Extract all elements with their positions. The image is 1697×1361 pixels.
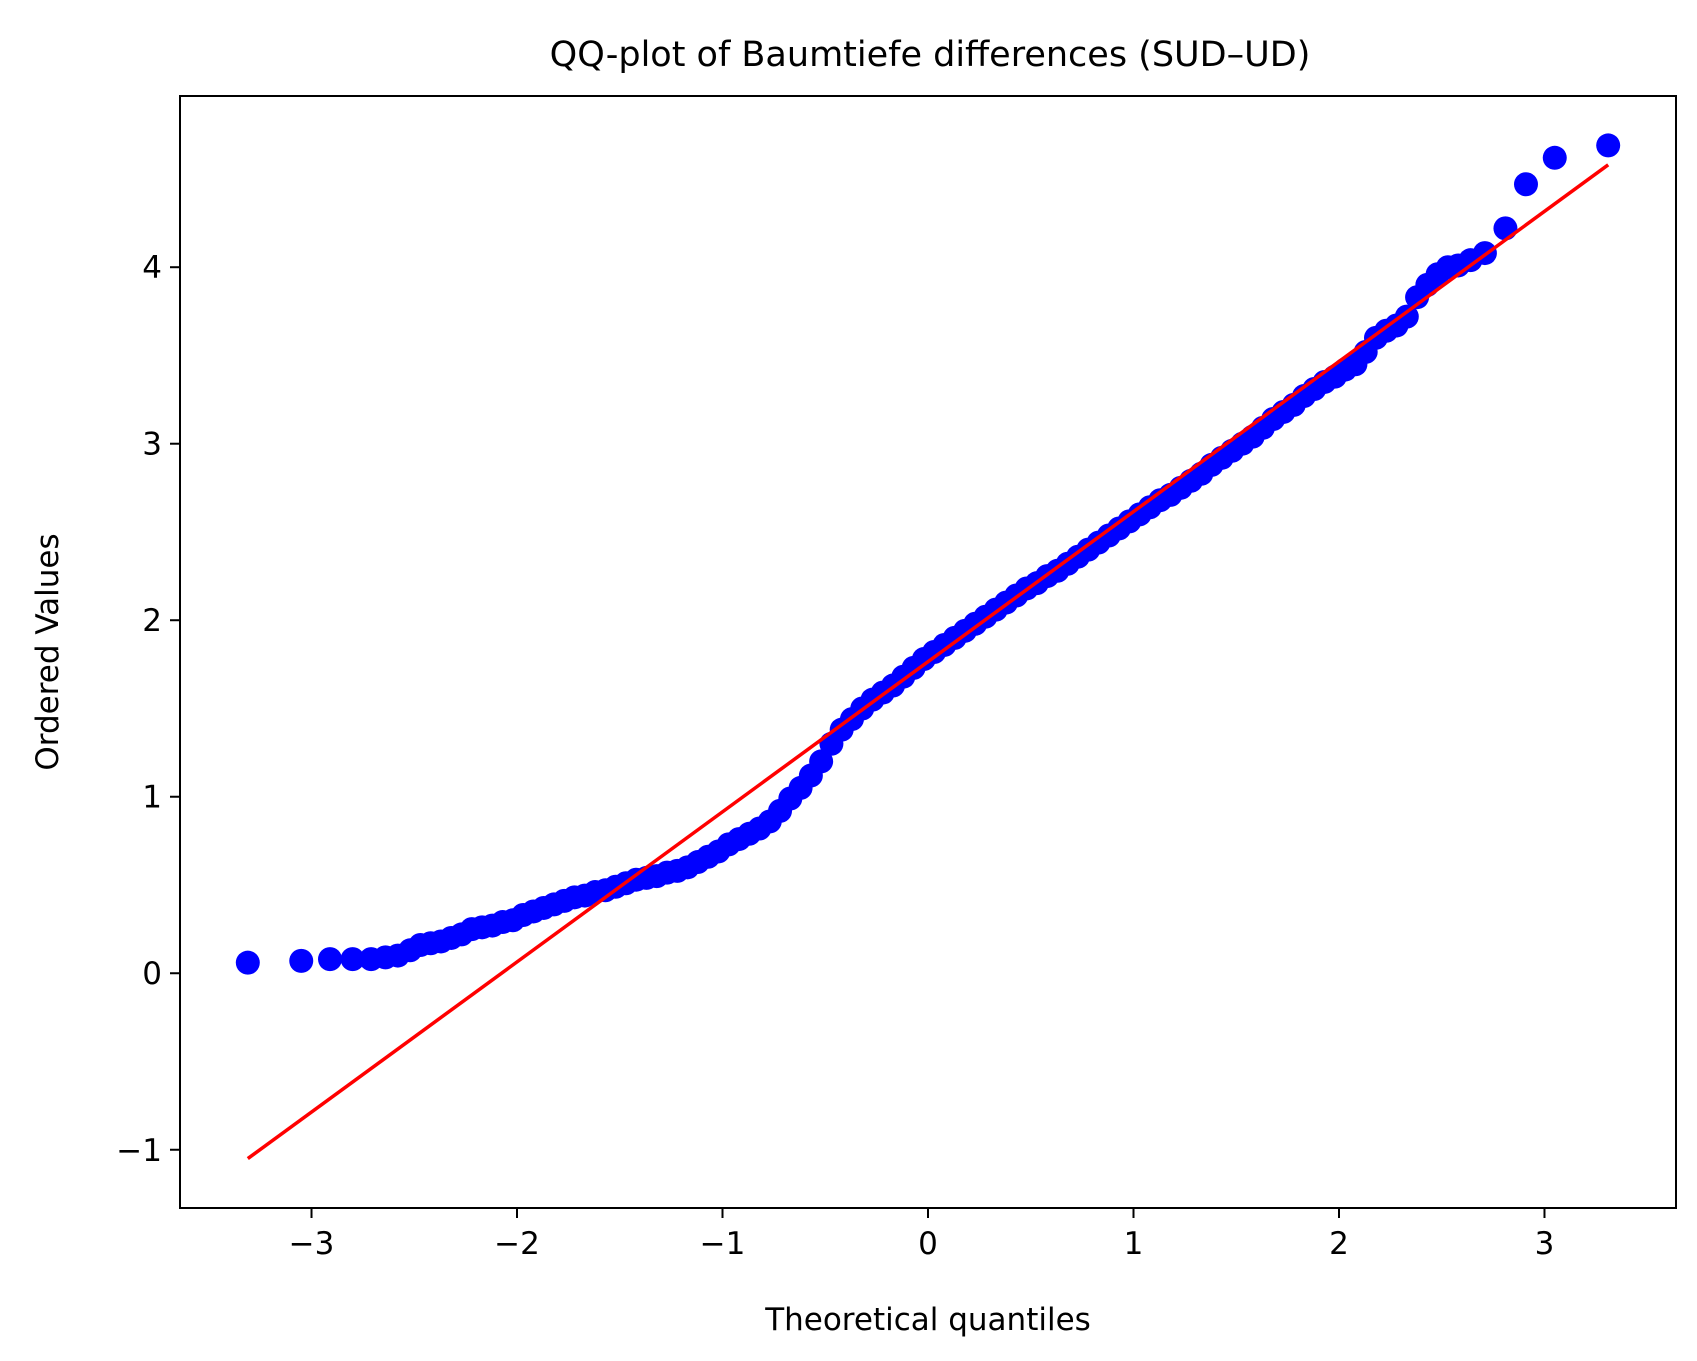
data-point (340, 947, 365, 972)
chart-title: QQ-plot of Baumtiefe differences (SUD–UD… (550, 35, 1311, 75)
x-tick-label: 0 (918, 1226, 938, 1262)
reference-fit-line (246, 163, 1610, 1160)
x-tick-label: 1 (1124, 1226, 1144, 1262)
plot-area (235, 133, 1621, 1160)
y-tick-label: 3 (142, 427, 162, 463)
data-point (289, 948, 314, 973)
x-tick-label: −2 (494, 1226, 540, 1262)
x-tick-label: 3 (1535, 1226, 1555, 1262)
y-tick-label: 1 (142, 780, 162, 816)
data-point (1513, 172, 1538, 197)
y-axis-label: Ordered Values (30, 533, 66, 770)
data-point (235, 950, 260, 975)
data-point (1493, 216, 1518, 241)
y-tick-label: 4 (142, 250, 162, 286)
x-tick-label: −3 (289, 1226, 335, 1262)
x-axis-ticks: −3 −2 −1 0 1 2 3 (289, 1208, 1555, 1262)
data-point (1394, 304, 1419, 329)
y-tick-label: 0 (142, 956, 162, 992)
x-tick-label: 2 (1329, 1226, 1349, 1262)
x-tick-label: −1 (700, 1226, 746, 1262)
y-tick-label: −1 (116, 1133, 162, 1169)
data-point (1542, 145, 1567, 170)
data-point (809, 749, 834, 774)
y-axis-ticks: −1 0 1 2 3 4 (116, 250, 180, 1169)
data-point (318, 947, 343, 972)
y-tick-label: 2 (142, 603, 162, 639)
x-axis-label: Theoretical quantiles (764, 1302, 1091, 1338)
data-point (1596, 133, 1621, 158)
